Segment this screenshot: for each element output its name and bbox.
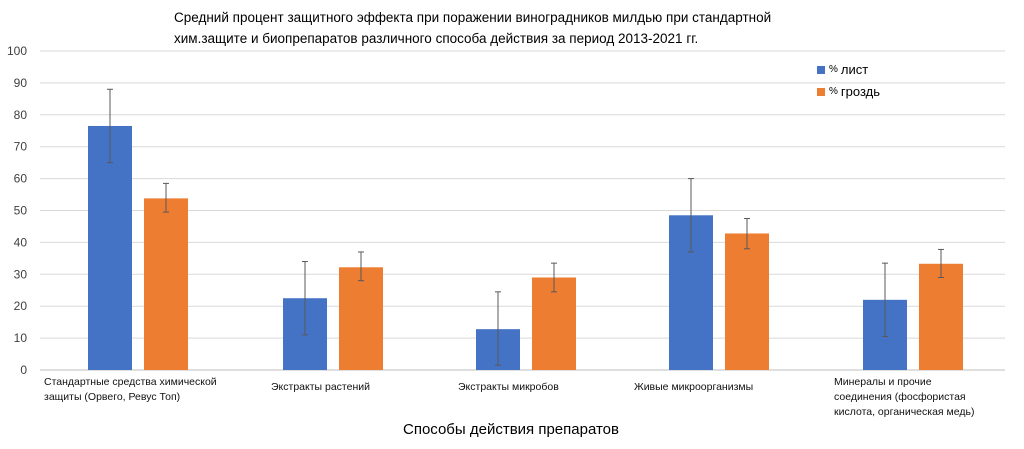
category-label-line: Живые микроорганизмы xyxy=(634,381,754,393)
category-label-line: защиты (Орвего, Ревус Топ) xyxy=(44,391,181,403)
y-tick-label: 0 xyxy=(20,363,27,377)
chart-title-line-2: хим.защите и биопрепаратов различного сп… xyxy=(174,31,699,46)
bar-cluster-1 xyxy=(339,267,383,370)
legend-item-cluster: % гроздь xyxy=(817,84,880,99)
legend-prefix-cluster: % xyxy=(829,86,838,97)
category-label-line: Экстракты растений xyxy=(271,381,370,393)
category-label-0: Стандартные средства химической защиты (О… xyxy=(44,375,217,405)
bar-cluster-3 xyxy=(725,233,769,370)
y-tick-label: 40 xyxy=(14,235,28,249)
bar-cluster-2 xyxy=(532,277,576,370)
category-label-3: Живые микроорганизмы xyxy=(634,380,753,395)
y-tick-label: 10 xyxy=(14,331,28,345)
bar-cluster-0 xyxy=(144,198,188,370)
category-label-line: Стандартные средства химической xyxy=(44,376,217,388)
legend-label-cluster: гроздь xyxy=(840,84,880,99)
y-tick-label: 80 xyxy=(14,108,28,122)
category-label-line: кислота, органическая медь) xyxy=(834,406,975,418)
category-label-line: Минералы и прочие xyxy=(834,376,932,388)
y-tick-label: 30 xyxy=(14,267,28,281)
legend-item-leaf: % лист xyxy=(817,62,868,77)
y-tick-label: 70 xyxy=(14,140,28,154)
bar-leaf-0 xyxy=(88,125,132,370)
chart-title-line-1: Средний процент защитного эффекта при по… xyxy=(174,10,772,25)
y-tick-label: 90 xyxy=(14,76,28,90)
y-tick-label: 20 xyxy=(14,299,28,313)
category-label-line: соединения (фосфористая xyxy=(834,391,966,403)
category-label-4: Минералы и прочие соединения (фосфористая… xyxy=(834,375,974,420)
legend-label-leaf: лист xyxy=(840,62,869,77)
category-label-line: Экстракты микробов xyxy=(458,381,559,393)
legend-prefix-leaf: % xyxy=(829,64,838,75)
bar-cluster-4 xyxy=(919,263,963,370)
y-tick-label: 50 xyxy=(14,204,28,218)
category-label-2: Экстракты микробов xyxy=(458,380,559,395)
category-label-1: Экстракты растений xyxy=(271,380,370,395)
legend-swatch-cluster xyxy=(817,87,825,96)
legend-swatch-leaf xyxy=(817,65,825,74)
x-axis-label: Способы действия препаратов xyxy=(403,421,619,438)
y-tick-label: 60 xyxy=(14,172,28,186)
y-tick-label: 100 xyxy=(7,44,27,58)
